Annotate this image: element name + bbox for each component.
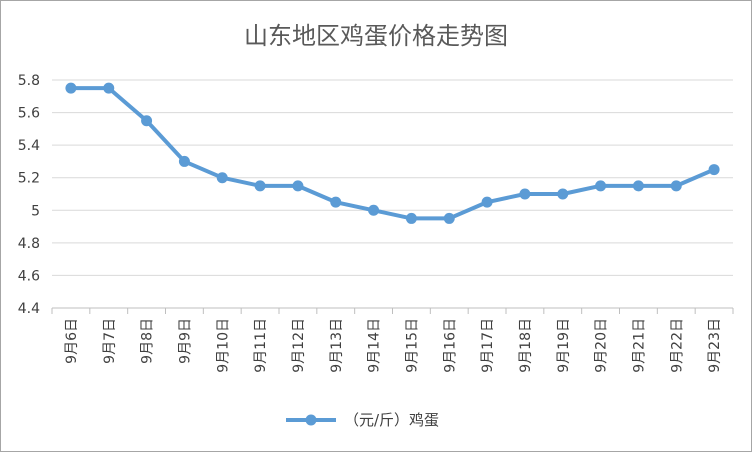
x-tick-label: 9月21日 <box>631 318 647 373</box>
x-tick-label: 9月20日 <box>594 318 610 373</box>
x-tick-label: 9月14日 <box>367 318 383 373</box>
y-tick-label: 5.2 <box>18 171 40 187</box>
x-tick-label: 9月11日 <box>253 318 269 373</box>
x-tick-label: 9月7日 <box>102 318 118 364</box>
data-point <box>443 212 455 224</box>
y-tick-label: 5.6 <box>18 106 40 122</box>
data-point <box>670 180 682 192</box>
data-point <box>254 180 266 192</box>
y-tick-label: 4.6 <box>18 268 40 284</box>
y-tick-label: 5 <box>31 203 40 219</box>
y-tick-label: 4.8 <box>18 236 40 252</box>
x-tick-label: 9月8日 <box>140 318 156 364</box>
y-axis-ticks: 4.4 4.6 4.8 5 5.2 5.4 5.6 5.8 <box>18 73 40 317</box>
data-point <box>632 180 644 192</box>
legend: （元/斤）鸡蛋 <box>286 411 439 429</box>
series-layer <box>65 82 720 224</box>
data-point <box>65 82 77 94</box>
x-tick-label: 9月16日 <box>442 318 458 373</box>
x-tick-label: 9月23日 <box>707 318 723 373</box>
legend-marker <box>305 414 317 426</box>
x-tick-label: 9月10日 <box>215 318 231 373</box>
x-tick-label: 9月13日 <box>329 318 345 373</box>
data-point <box>368 204 380 216</box>
x-tick-label: 9月15日 <box>404 318 420 373</box>
x-tick-label: 9月17日 <box>480 318 496 373</box>
legend-label: （元/斤）鸡蛋 <box>344 411 439 429</box>
data-point <box>178 155 190 167</box>
y-tick-label: 4.4 <box>18 301 40 317</box>
data-point <box>103 82 115 94</box>
data-point <box>292 180 304 192</box>
data-point <box>330 196 342 208</box>
data-point <box>481 196 493 208</box>
data-point <box>141 115 153 127</box>
data-point <box>708 164 720 176</box>
data-point <box>216 172 228 184</box>
y-tick-label: 5.8 <box>18 73 40 89</box>
data-point <box>405 212 417 224</box>
x-tick-label: 9月22日 <box>669 318 685 373</box>
x-tick-label: 9月9日 <box>177 318 193 364</box>
chart-title: 山东地区鸡蛋价格走势图 <box>244 22 508 50</box>
x-tick-label: 9月12日 <box>291 318 307 373</box>
data-point <box>557 188 569 200</box>
data-point <box>595 180 607 192</box>
y-tick-label: 5.4 <box>18 138 40 154</box>
x-tick-label: 9月6日 <box>64 318 80 364</box>
data-point <box>519 188 531 200</box>
x-tick-label: 9月18日 <box>518 318 534 373</box>
series-line <box>70 86 715 221</box>
x-axis-ticks: 9月6日 9月7日 9月8日 9月9日 9月10日 9月11日 9月12日 9月13日 9月14… <box>64 318 723 373</box>
x-tick-label: 9月19日 <box>556 318 572 373</box>
gridlines <box>51 79 734 314</box>
